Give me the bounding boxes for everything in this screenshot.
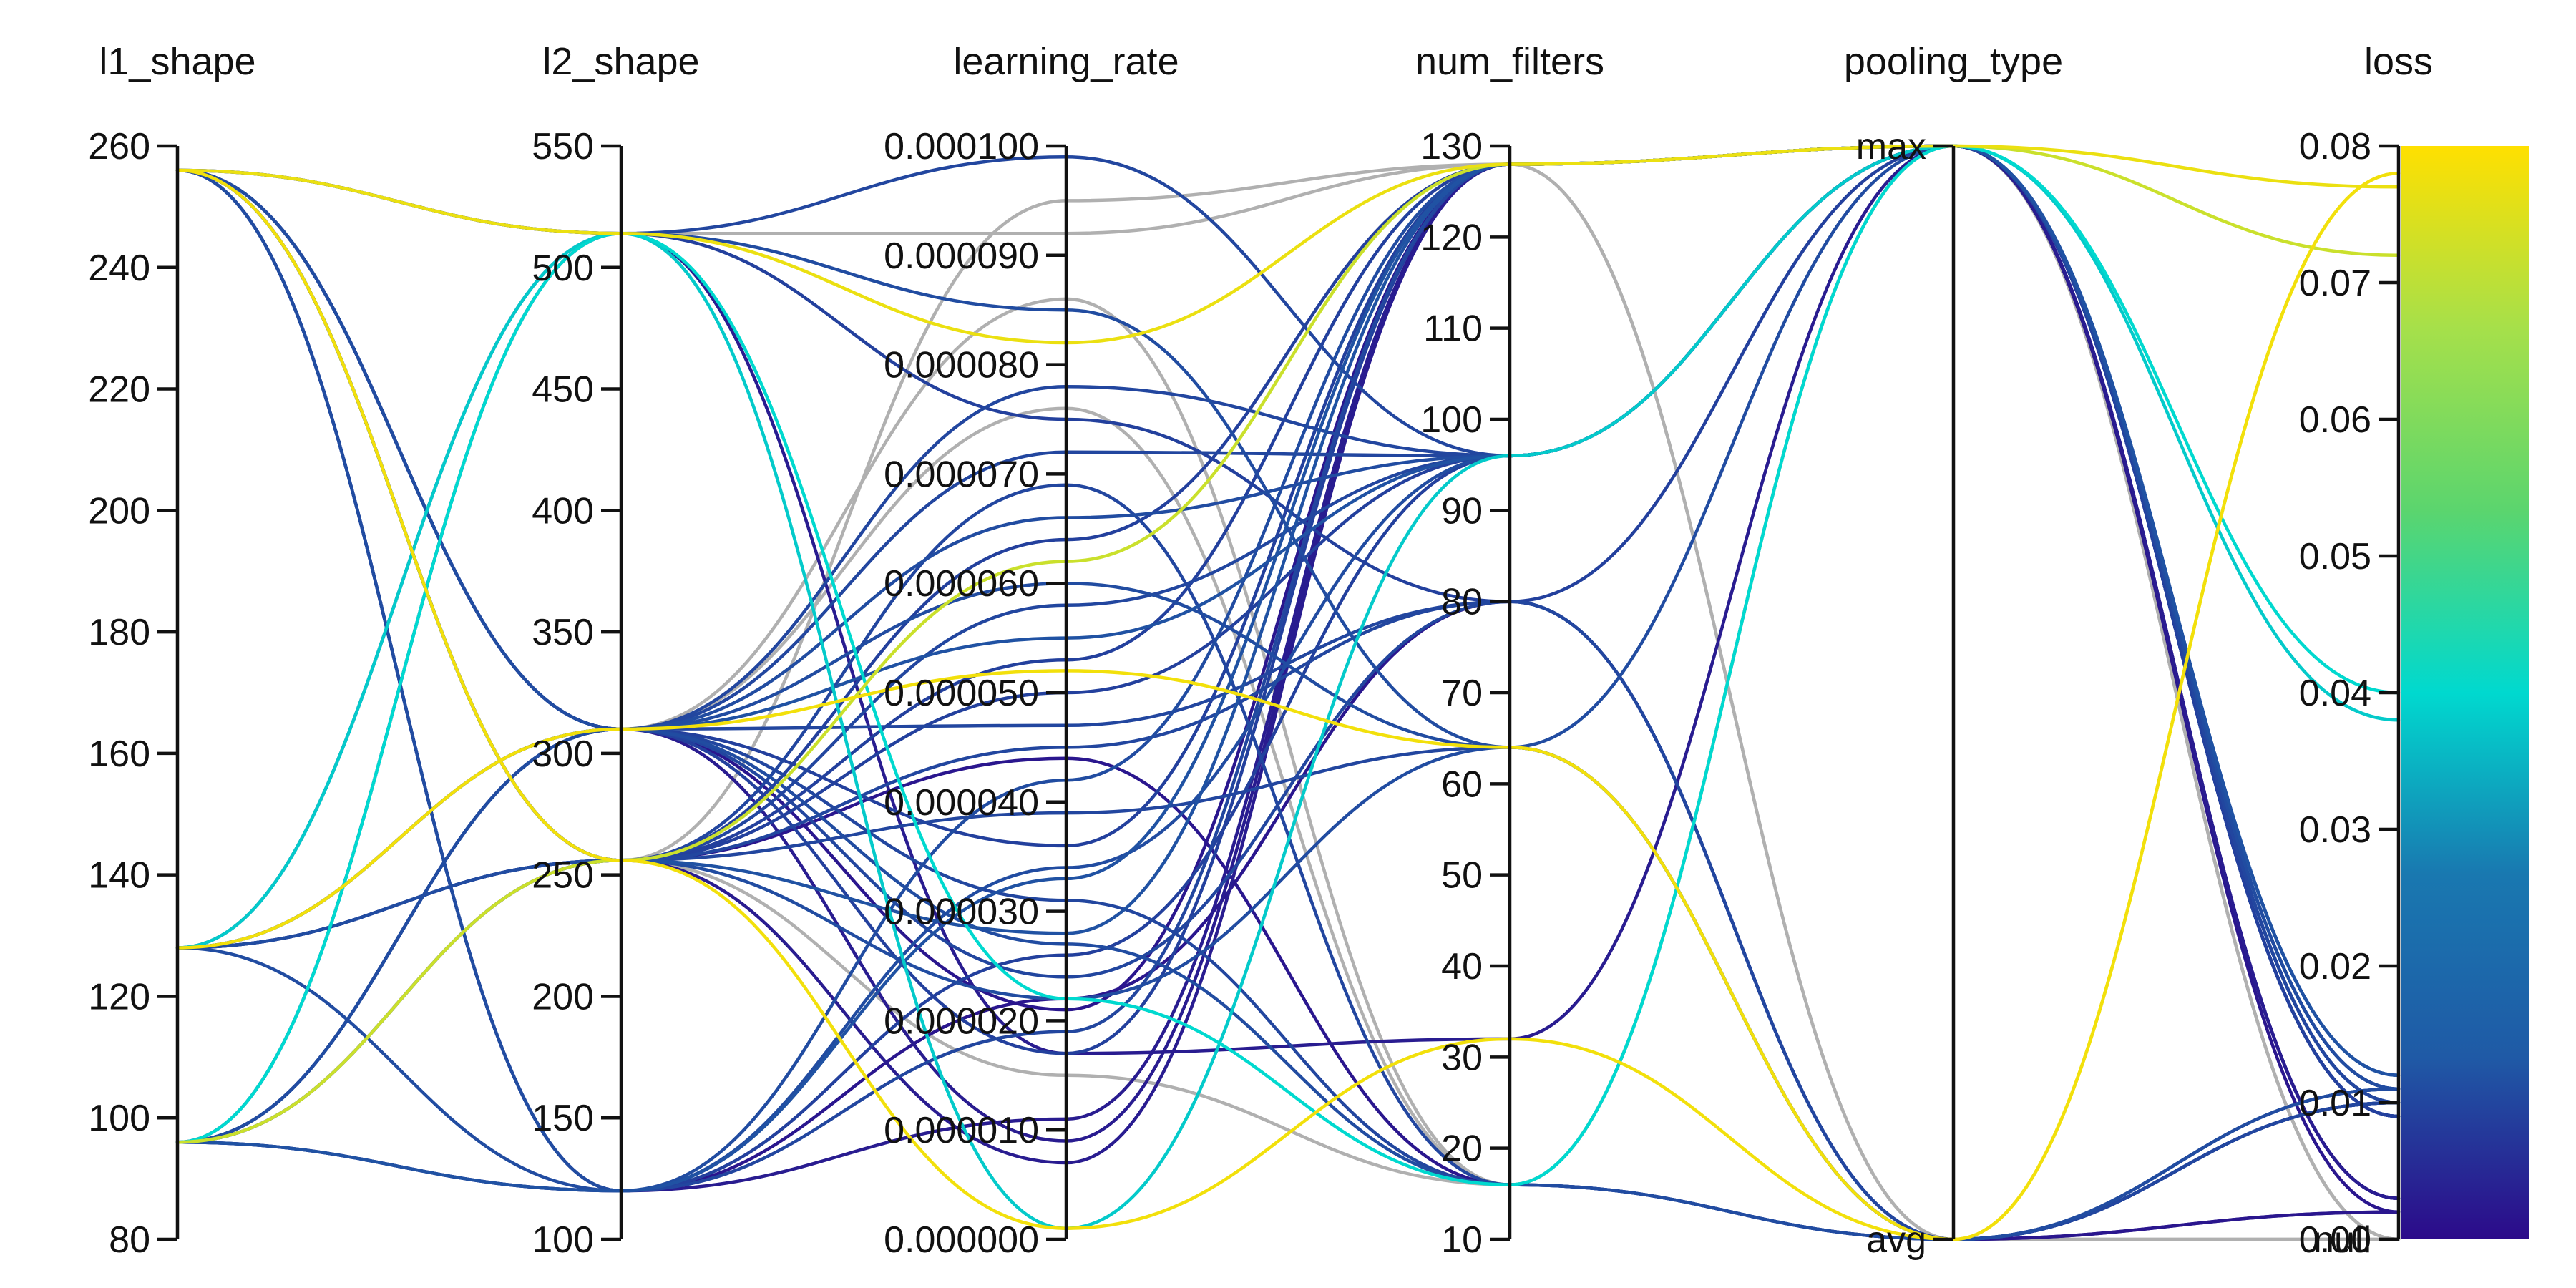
tick-label-loss: 0.01 [2299,1083,2371,1124]
tick-label-l2_shape: 550 [532,126,594,167]
tick-label-loss: 0.04 [2299,673,2371,714]
tick-label-l1_shape: 160 [88,733,150,775]
tick-label-l2_shape: 100 [532,1219,594,1261]
tick-label-loss: 0.03 [2299,809,2371,851]
tick-label-l2_shape: 450 [532,369,594,411]
series-line-3 [175,168,2401,1241]
tick-label-l1_shape: 100 [88,1098,150,1139]
tick-label-l2_shape: 400 [532,490,594,532]
tick-label-num_filters: 90 [1441,490,1483,532]
tick-label-num_filters: 120 [1420,217,1483,258]
tick-label-num_filters: 60 [1441,763,1483,805]
colorbar-gradient [2401,146,2529,1239]
axis-title-l1_shape: l1_shape [99,40,255,83]
series-line-37 [175,144,2401,1193]
series-line-31 [175,746,2401,1241]
tick-label-num_filters: 10 [1441,1219,1483,1261]
axis-title-loss: loss [2364,40,2433,83]
tick-label-learning_rate: 0.000060 [884,563,1039,605]
axis-title-pooling_type: pooling_type [1844,40,2063,83]
tick-label-l1_shape: 200 [88,490,150,532]
series-line-35 [175,144,2401,1091]
tick-label-learning_rate: 0.000030 [884,892,1039,933]
tick-label-learning_rate: 0.000010 [884,1110,1039,1151]
tick-label-num_filters: 80 [1441,582,1483,623]
tick-label-pooling_type: avg [1866,1219,1926,1261]
series-line-45 [175,144,2401,1241]
tick-label-loss-null: null [2313,1219,2371,1261]
tick-label-l2_shape: 300 [532,733,594,775]
series-line-38 [175,144,2401,1105]
tick-label-learning_rate: 0.000000 [884,1219,1039,1261]
axis-num_filters: num_filters 10 20 30 40 50 60 70 80 90 100 110 120 13… [1415,40,1604,1261]
tick-label-num_filters: 20 [1441,1128,1483,1170]
tick-label-num_filters: 130 [1420,126,1483,167]
tick-label-l1_shape: 260 [88,126,150,167]
axis-l2_shape: l2_shape 100 150 200 250 300 350 400 450 500 550 [532,40,699,1261]
tick-label-loss: 0.08 [2299,126,2371,167]
tick-label-learning_rate: 0.000080 [884,345,1039,386]
series-line-17 [175,144,2401,1091]
tick-label-num_filters: 50 [1441,855,1483,897]
axes: l1_shape 80 100 120 140 160 180 200 220 240 260 l2_… [88,40,2433,1261]
tick-label-l1_shape: 80 [109,1219,150,1261]
axis-l1_shape: l1_shape 80 100 120 140 160 180 200 220 240 260 [88,40,255,1261]
series-line-13 [175,144,2401,1105]
axis-title-num_filters: num_filters [1415,40,1604,83]
tick-label-l1_shape: 120 [88,976,150,1018]
axis-loss: loss 0.00 0.01 0.02 0.03 0.04 0.05 0.06 0.07 0.08… [2299,40,2433,1261]
series-line-19 [175,144,2401,1105]
polylines [175,144,2401,1241]
axis-title-l2_shape: l2_shape [542,40,699,83]
series-line-40 [175,727,2401,1241]
tick-label-learning_rate: 0.000040 [884,782,1039,824]
tick-label-loss: 0.05 [2299,536,2371,577]
tick-label-num_filters: 40 [1441,946,1483,987]
tick-label-num_filters: 110 [1423,308,1483,350]
series-line-5 [175,144,2401,1186]
series-line-43 [175,144,2401,1241]
tick-label-l2_shape: 250 [532,855,594,897]
tick-label-l2_shape: 200 [532,976,594,1018]
tick-label-l2_shape: 500 [532,248,594,289]
axis-title-learning_rate: learning_rate [953,40,1179,83]
tick-label-learning_rate: 0.000050 [884,673,1039,714]
tick-label-l2_shape: 350 [532,612,594,653]
tick-label-num_filters: 100 [1420,399,1483,441]
tick-label-num_filters: 70 [1441,673,1483,714]
tick-label-l2_shape: 150 [532,1098,594,1139]
axis-learning_rate: learning_rate 0.000000 0.000010 0.000020 0.0… [884,40,1179,1261]
tick-label-loss: 0.00 [2299,1219,2371,1261]
series-line-10 [175,600,2401,1241]
tick-label-l1_shape: 140 [88,855,150,897]
tick-label-l1_shape: 240 [88,248,150,289]
tick-label-learning_rate: 0.000020 [884,1000,1039,1042]
tick-label-loss: 0.06 [2299,399,2371,441]
series-line-0 [175,144,2401,345]
tick-label-learning_rate: 0.000100 [884,126,1039,167]
tick-label-learning_rate: 0.000090 [884,235,1039,277]
tick-label-l1_shape: 180 [88,612,150,653]
tick-label-pooling_type: max [1856,126,1926,167]
series-line-42 [175,144,2401,1241]
tick-label-loss: 0.02 [2299,946,2371,987]
tick-label-l1_shape: 220 [88,369,150,411]
tick-label-num_filters: 30 [1441,1037,1483,1078]
colorbar [2401,146,2529,1239]
tick-label-learning_rate: 0.000070 [884,454,1039,495]
tick-label-loss: 0.07 [2299,263,2371,304]
